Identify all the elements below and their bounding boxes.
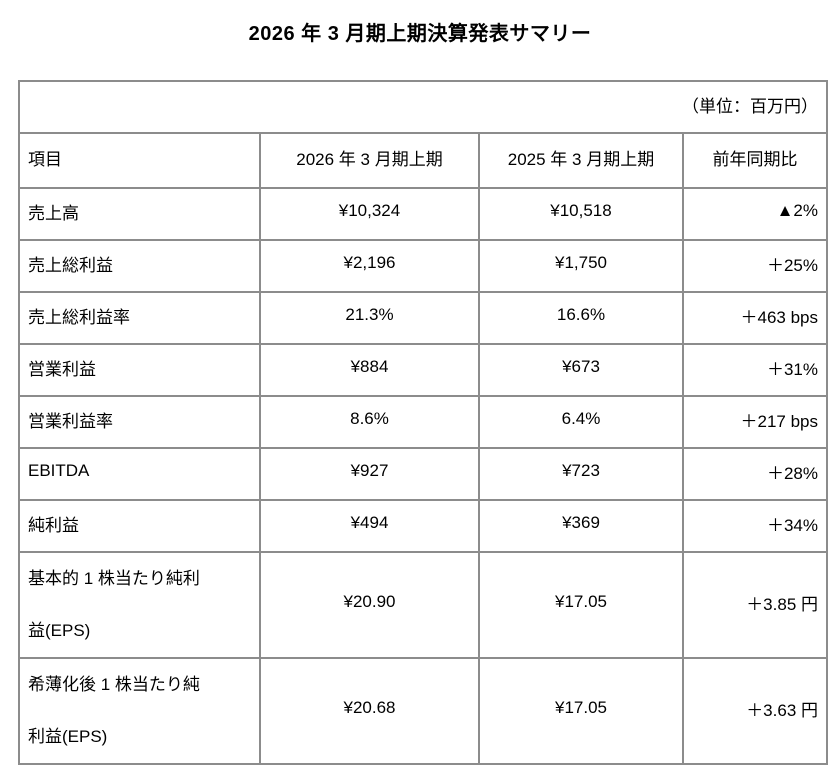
table-row-net-income: 純利益 ¥494 ¥369 ＋34% (18, 499, 828, 553)
prior-period-cell: ¥673 (478, 343, 684, 397)
unit-note: （単位：百万円） (18, 80, 828, 134)
row-label-cell: 売上総利益率 (18, 291, 261, 345)
table-row-basic-eps: 基本的 1 株当たり純利 益(EPS) ¥20.90 ¥17.05 ＋3.85 … (18, 551, 828, 659)
current-period-cell: 21.3% (259, 291, 480, 345)
table-row-operating-margin: 営業利益率 8.6% 6.4% ＋217 bps (18, 395, 828, 449)
current-period-cell: ¥2,196 (259, 239, 480, 293)
unit-note-row: （単位：百万円） (18, 80, 828, 134)
page-title: 2026 年 3 月期上期決算発表サマリー (248, 23, 592, 45)
table-row-diluted-eps: 希薄化後 1 株当たり純 利益(EPS) ¥20.68 ¥17.05 ＋3.63… (18, 657, 828, 765)
yoy-cell: ＋31% (682, 343, 828, 397)
row-label-cell: EBITDA (18, 447, 261, 501)
row-label-cell: 純利益 (18, 499, 261, 553)
row-label-cell: 売上総利益 (18, 239, 261, 293)
table-row-revenue: 売上高 ¥10,324 ¥10,518 ▲2% (18, 187, 828, 241)
yoy-cell: ▲2% (682, 187, 828, 241)
prior-period-cell: ¥10,518 (478, 187, 684, 241)
current-period-cell: ¥20.68 (259, 657, 480, 765)
column-header-yoy: 前年同期比 (682, 132, 828, 189)
current-period-cell: ¥494 (259, 499, 480, 553)
earnings-summary-table: （単位：百万円） 項目 2026 年 3 月期上期 2025 年 3 月期上期 … (18, 80, 828, 765)
column-header-item: 項目 (18, 132, 261, 189)
yoy-cell: ＋28% (682, 447, 828, 501)
yoy-cell: ＋34% (682, 499, 828, 553)
table-header-row: 項目 2026 年 3 月期上期 2025 年 3 月期上期 前年同期比 (18, 132, 828, 189)
table-row-operating-income: 営業利益 ¥884 ¥673 ＋31% (18, 343, 828, 397)
row-label-cell: 基本的 1 株当たり純利 益(EPS) (18, 551, 261, 659)
prior-period-cell: ¥17.05 (478, 551, 684, 659)
prior-period-cell: ¥17.05 (478, 657, 684, 765)
table-row-ebitda: EBITDA ¥927 ¥723 ＋28% (18, 447, 828, 501)
current-period-cell: ¥927 (259, 447, 480, 501)
row-label-cell: 営業利益率 (18, 395, 261, 449)
current-period-cell: ¥884 (259, 343, 480, 397)
row-label-cell: 売上高 (18, 187, 261, 241)
prior-period-cell: 6.4% (478, 395, 684, 449)
current-period-cell: ¥20.90 (259, 551, 480, 659)
current-period-cell: ¥10,324 (259, 187, 480, 241)
table-row-gross-margin: 売上総利益率 21.3% 16.6% ＋463 bps (18, 291, 828, 345)
yoy-cell: ＋3.63 円 (682, 657, 828, 765)
column-header-current-period: 2026 年 3 月期上期 (259, 132, 480, 189)
row-label-cell: 営業利益 (18, 343, 261, 397)
prior-period-cell: ¥723 (478, 447, 684, 501)
yoy-cell: ＋463 bps (682, 291, 828, 345)
column-header-prior-period: 2025 年 3 月期上期 (478, 132, 684, 189)
yoy-cell: ＋3.85 円 (682, 551, 828, 659)
row-label-cell: 希薄化後 1 株当たり純 利益(EPS) (18, 657, 261, 765)
current-period-cell: 8.6% (259, 395, 480, 449)
prior-period-cell: ¥1,750 (478, 239, 684, 293)
prior-period-cell: 16.6% (478, 291, 684, 345)
prior-period-cell: ¥369 (478, 499, 684, 553)
table-row-gross-profit: 売上総利益 ¥2,196 ¥1,750 ＋25% (18, 239, 828, 293)
yoy-cell: ＋25% (682, 239, 828, 293)
yoy-cell: ＋217 bps (682, 395, 828, 449)
